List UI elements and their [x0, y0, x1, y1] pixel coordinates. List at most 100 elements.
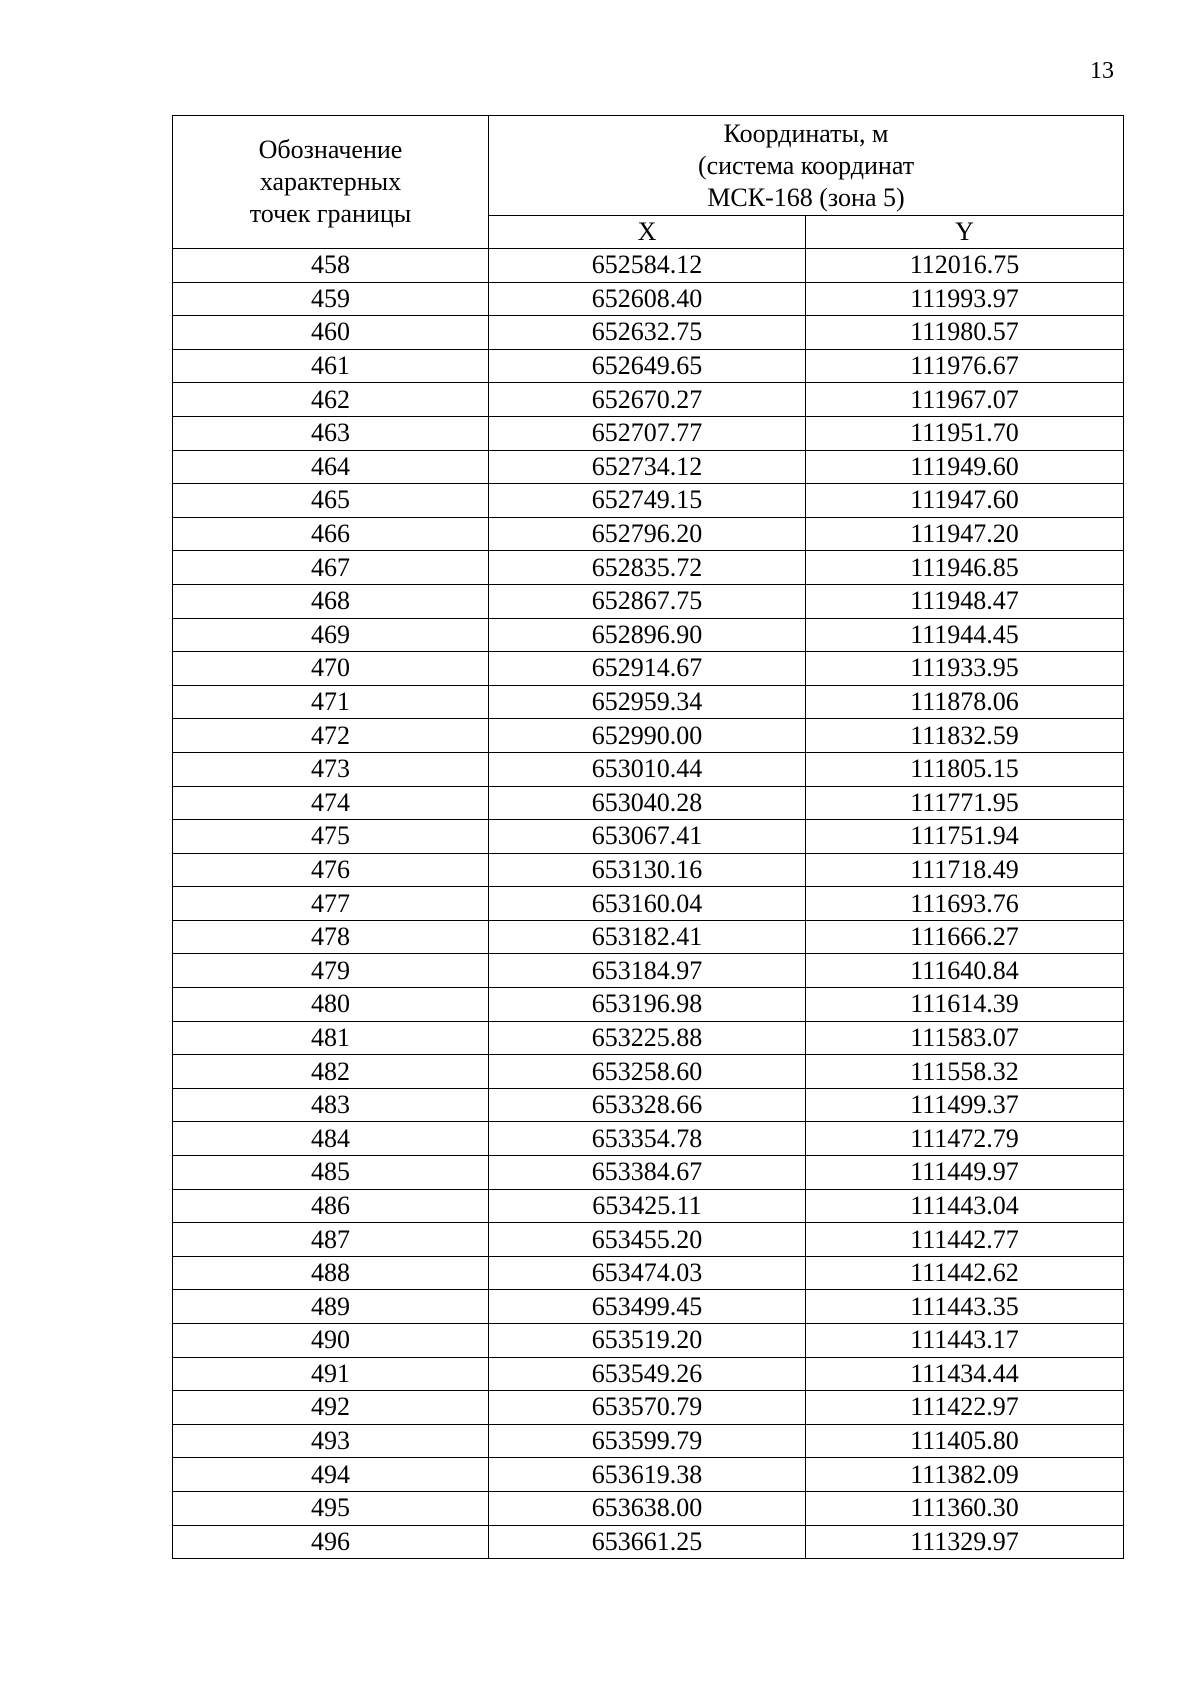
- table-row: 490 653519.20 111443.17: [172, 1323, 1124, 1358]
- y-cell: 111382.09: [805, 1457, 1124, 1492]
- point-id-cell: 492: [172, 1390, 489, 1425]
- x-cell: 652749.15: [488, 483, 806, 518]
- point-id-cell: 478: [172, 919, 489, 955]
- table-row: 495 653638.00 111360.30: [172, 1490, 1124, 1526]
- table-row: 479 653184.97 111640.84: [172, 953, 1124, 989]
- table-row: 470 652914.67 111933.95: [172, 651, 1124, 686]
- header-line: МСК-168 (зона 5): [707, 182, 905, 212]
- point-id-cell: 473: [172, 751, 489, 787]
- page-number: 13: [1090, 58, 1114, 84]
- point-id-cell: 477: [172, 886, 489, 921]
- x-cell: 652608.40: [488, 281, 806, 317]
- point-id-cell: 461: [172, 348, 489, 384]
- header-line: (система координат: [697, 150, 915, 180]
- x-cell: 653182.41: [488, 919, 806, 955]
- y-cell: 111443.17: [805, 1323, 1124, 1358]
- point-id-cell: 467: [172, 550, 489, 585]
- table-row: 471 652959.34 111878.06: [172, 684, 1124, 720]
- x-cell: 653010.44: [488, 751, 806, 787]
- point-id-cell: 466: [172, 516, 489, 552]
- y-cell: 111751.94: [805, 819, 1124, 854]
- x-cell: 653661.25: [488, 1524, 806, 1560]
- y-cell: 111442.62: [805, 1255, 1124, 1291]
- y-cell: 111933.95: [805, 651, 1124, 686]
- x-cell: 652796.20: [488, 516, 806, 552]
- x-cell: 653184.97: [488, 953, 806, 989]
- x-cell: 653599.79: [488, 1423, 806, 1459]
- x-cell: 653570.79: [488, 1390, 806, 1425]
- point-id-cell: 484: [172, 1121, 489, 1157]
- y-cell: 111946.85: [805, 550, 1124, 585]
- point-id-cell: 468: [172, 583, 489, 619]
- x-cell: 653425.11: [488, 1188, 806, 1224]
- point-id-cell: 495: [172, 1490, 489, 1526]
- point-id-cell: 474: [172, 785, 489, 821]
- point-id-cell: 493: [172, 1423, 489, 1459]
- y-cell: 111947.60: [805, 483, 1124, 518]
- table-row: 473 653010.44 111805.15: [172, 751, 1124, 787]
- x-cell: 653384.67: [488, 1155, 806, 1190]
- x-cell: 652649.65: [488, 348, 806, 384]
- x-cell: 653619.38: [488, 1457, 806, 1492]
- x-cell: 652990.00: [488, 718, 806, 753]
- table-row: 489 653499.45 111443.35: [172, 1289, 1124, 1324]
- table-row: 472 652990.00 111832.59: [172, 718, 1124, 753]
- y-cell: 111944.45: [805, 617, 1124, 653]
- point-id-cell: 488: [172, 1255, 489, 1291]
- table-row: 476 653130.16 111718.49: [172, 852, 1124, 888]
- table-row: 459 652608.40 111993.97: [172, 281, 1124, 317]
- y-cell: 111360.30: [805, 1490, 1124, 1526]
- table-row: 467 652835.72 111946.85: [172, 550, 1124, 585]
- table-row: 482 653258.60 111558.32: [172, 1054, 1124, 1089]
- table-row: 486 653425.11 111443.04: [172, 1188, 1124, 1224]
- point-id-cell: 481: [172, 1020, 489, 1056]
- point-id-cell: 470: [172, 651, 489, 686]
- y-cell: 111878.06: [805, 684, 1124, 720]
- point-id-cell: 483: [172, 1087, 489, 1123]
- x-cell: 652896.90: [488, 617, 806, 653]
- point-id-cell: 482: [172, 1054, 489, 1089]
- y-cell: 111951.70: [805, 415, 1124, 451]
- y-cell: 111693.76: [805, 886, 1124, 921]
- table-row: 484 653354.78 111472.79: [172, 1121, 1124, 1157]
- point-id-cell: 472: [172, 718, 489, 753]
- table-row: 463 652707.77 111951.70: [172, 415, 1124, 451]
- point-id-cell: 479: [172, 953, 489, 989]
- point-id-cell: 465: [172, 483, 489, 518]
- y-cell: 111405.80: [805, 1423, 1124, 1459]
- point-id-cell: 490: [172, 1323, 489, 1358]
- table-row: 474 653040.28 111771.95: [172, 785, 1124, 821]
- table-row: 481 653225.88 111583.07: [172, 1020, 1124, 1056]
- y-cell: 111805.15: [805, 751, 1124, 787]
- x-header: X: [488, 215, 806, 249]
- point-id-cell: 475: [172, 819, 489, 854]
- table-row: 494 653619.38 111382.09: [172, 1457, 1124, 1492]
- point-id-cell: 491: [172, 1356, 489, 1392]
- point-id-cell: 471: [172, 684, 489, 720]
- x-cell: 653258.60: [488, 1054, 806, 1089]
- point-designation-header: Обозначение характерных точек границы: [172, 115, 489, 249]
- y-cell: 111434.44: [805, 1356, 1124, 1392]
- x-cell: 653067.41: [488, 819, 806, 854]
- table-row: 458 652584.12 112016.75: [172, 248, 1124, 283]
- y-cell: 111976.67: [805, 348, 1124, 384]
- table-row: 493 653599.79 111405.80: [172, 1423, 1124, 1459]
- table-row: 469 652896.90 111944.45: [172, 617, 1124, 653]
- point-id-cell: 496: [172, 1524, 489, 1560]
- coordinates-table: Обозначение характерных точек границы Ко…: [172, 115, 1124, 1560]
- y-cell: 111832.59: [805, 718, 1124, 753]
- y-cell: 111422.97: [805, 1390, 1124, 1425]
- point-id-cell: 463: [172, 415, 489, 451]
- y-cell: 111472.79: [805, 1121, 1124, 1157]
- table-row: 492 653570.79 111422.97: [172, 1390, 1124, 1425]
- table-row: 480 653196.98 111614.39: [172, 987, 1124, 1022]
- point-id-cell: 489: [172, 1289, 489, 1324]
- x-cell: 653130.16: [488, 852, 806, 888]
- header-line: Координаты, м: [723, 118, 889, 148]
- y-cell: 111718.49: [805, 852, 1124, 888]
- x-cell: 652959.34: [488, 684, 806, 720]
- x-cell: 652867.75: [488, 583, 806, 619]
- x-cell: 652632.75: [488, 315, 806, 350]
- y-cell: 111948.47: [805, 583, 1124, 619]
- table-row: 483 653328.66 111499.37: [172, 1087, 1124, 1123]
